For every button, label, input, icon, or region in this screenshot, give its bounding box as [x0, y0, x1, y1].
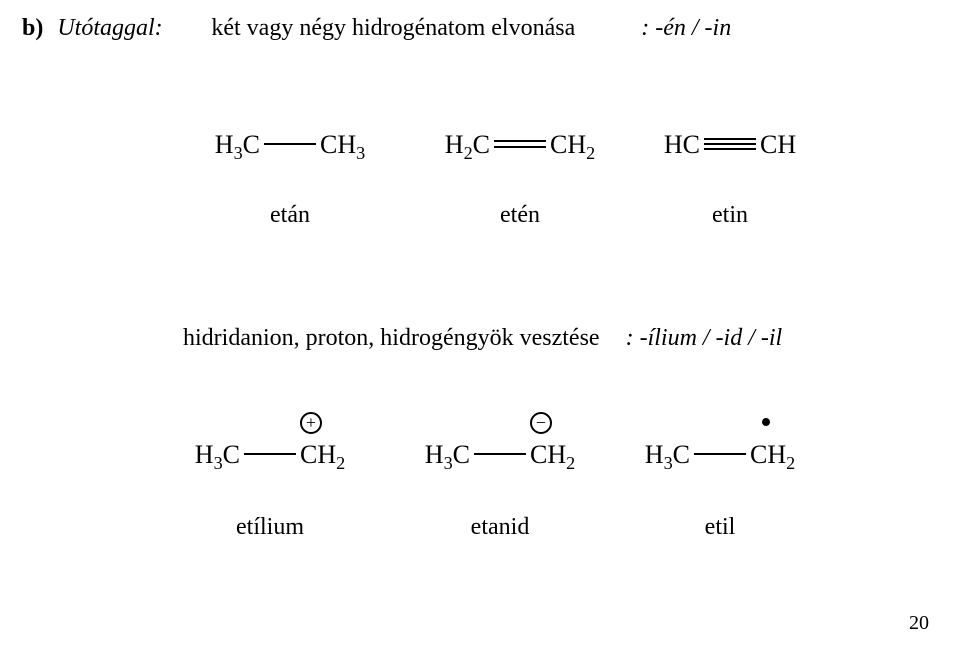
double-bond-icon — [494, 137, 546, 151]
minus-charge-icon: − — [530, 412, 552, 434]
heading-line: b) Utótaggal: két vagy négy hidrogénatom… — [22, 15, 731, 42]
single-bond-icon — [694, 447, 746, 461]
second-heading-suffix: : -ílium / -id / -il — [626, 325, 783, 351]
formula-ethene: H2CCH2 — [420, 130, 620, 160]
formula-ethyl: H3CCH2 — [620, 440, 820, 470]
plus-charge-icon: + — [300, 412, 322, 434]
single-bond-icon — [244, 447, 296, 461]
page-number: 20 — [909, 612, 929, 635]
formula-ethane: H3CCH3 — [190, 130, 390, 160]
name-ethylium: etílium — [170, 514, 370, 541]
radical-dot-icon — [762, 418, 770, 426]
formula-ethylium: H3CCH2 — [170, 440, 370, 470]
name-ethyl: etil — [620, 514, 820, 541]
name-ethanide: etanid — [400, 514, 600, 541]
name-ethene: etén — [420, 202, 620, 229]
single-bond-icon — [264, 137, 316, 151]
formula-ethyne: HCCH — [630, 130, 830, 160]
heading-label: Utótaggal: — [57, 15, 205, 42]
page-container: { "line1": { "prefix": "b)", "label": "U… — [0, 0, 959, 649]
name-ethane: etán — [190, 202, 390, 229]
formula-ethanide: H3CCH2 — [400, 440, 600, 470]
second-heading-text: hidridanion, proton, hidrogéngyök veszté… — [183, 325, 600, 351]
heading-suffix: : -én / -in — [641, 15, 731, 41]
list-marker: b) — [22, 15, 43, 41]
single-bond-icon — [474, 447, 526, 461]
heading-text: két vagy négy hidrogénatom elvonása — [211, 15, 575, 41]
second-heading: hidridanion, proton, hidrogéngyök veszté… — [183, 325, 782, 352]
name-ethyne: etin — [630, 202, 830, 229]
triple-bond-icon — [704, 137, 756, 151]
